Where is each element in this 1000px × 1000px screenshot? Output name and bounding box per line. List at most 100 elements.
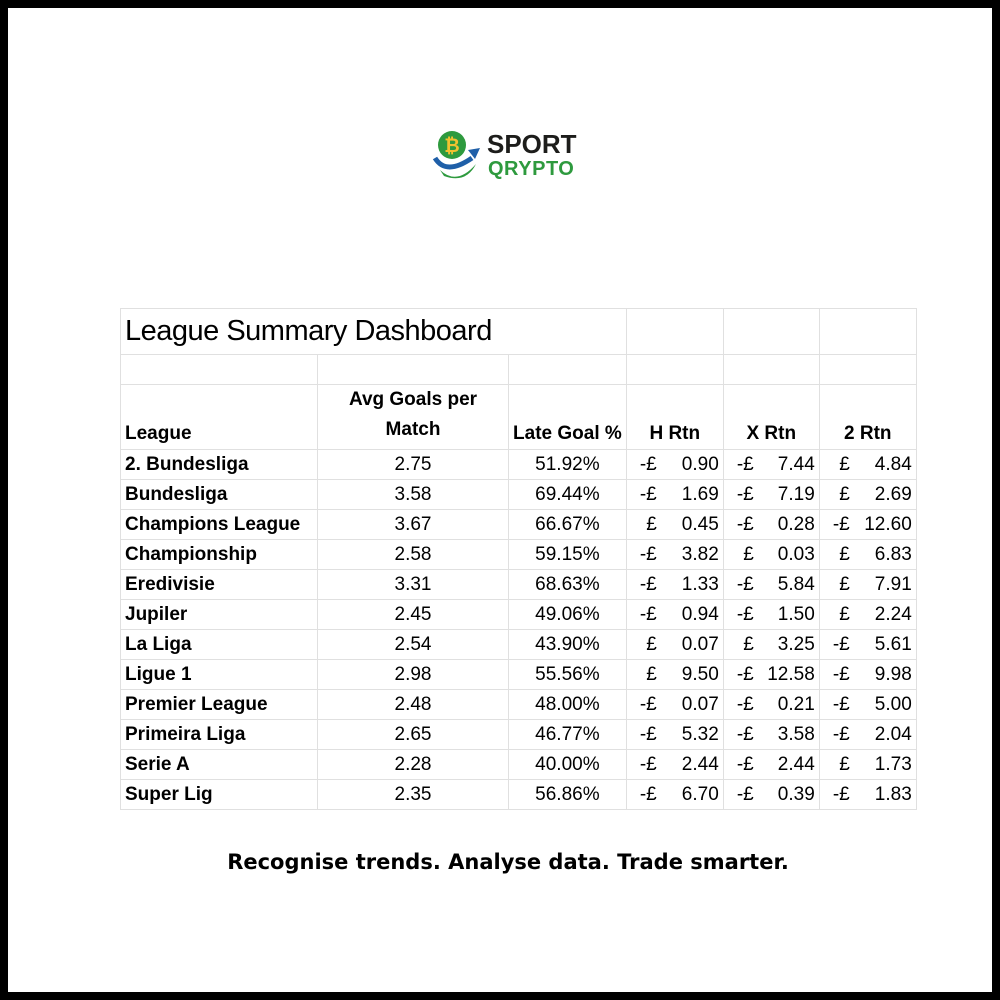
- 2-rtn: -£ 1.83: [818, 779, 917, 810]
- amount: 7.91: [874, 573, 912, 595]
- table-row: 2. Bundesliga 2.75 51.92% -£ 0.90 -£ 7.44 £4.84: [120, 449, 917, 480]
- currency-sign: -£: [832, 693, 850, 715]
- league-name: Bundesliga: [120, 479, 318, 510]
- late-goal-pct: 55.56%: [508, 659, 627, 690]
- x-rtn: -£ 0.39: [722, 779, 820, 810]
- currency-sign: £: [646, 513, 657, 535]
- currency-sign: -£: [639, 543, 657, 565]
- currency-sign: -£: [639, 783, 657, 805]
- currency-sign: £: [839, 573, 850, 595]
- h-rtn: -£ 6.70: [625, 779, 724, 810]
- avg-goals: 3.67: [317, 509, 509, 540]
- avg-goals: 2.54: [317, 629, 509, 660]
- sportqrypto-logo: ₿ SPORT QRYPTO: [432, 128, 592, 184]
- header-league: League: [120, 384, 318, 450]
- amount: 1.33: [681, 573, 719, 595]
- late-goal-pct: 51.92%: [508, 449, 627, 480]
- 2-rtn: -£ 5.00: [818, 689, 917, 720]
- currency-sign: -£: [832, 783, 850, 805]
- league-name: La Liga: [120, 629, 318, 660]
- amount: 12.58: [767, 663, 815, 685]
- league-name: Jupiler: [120, 599, 318, 630]
- header-row: League Avg Goals per Match Late Goal % H…: [120, 384, 917, 450]
- amount: 5.61: [874, 633, 912, 655]
- amount: 2.24: [874, 603, 912, 625]
- currency-sign: -£: [639, 453, 657, 475]
- empty-cell: [722, 308, 820, 355]
- h-rtn: -£ 2.44: [625, 749, 724, 780]
- logo-text-sport: SPORT: [487, 129, 577, 159]
- amount: 1.83: [874, 783, 912, 805]
- currency-sign: £: [743, 633, 754, 655]
- h-rtn: -£ 0.94: [625, 599, 724, 630]
- currency-sign: -£: [736, 603, 754, 625]
- 2-rtn: £6.83: [818, 539, 917, 570]
- h-rtn: -£ 0.07: [625, 689, 724, 720]
- late-goal-pct: 48.00%: [508, 689, 627, 720]
- currency-sign: -£: [639, 573, 657, 595]
- tagline: Recognise trends. Analyse data. Trade sm…: [227, 850, 789, 874]
- amount: 2.04: [874, 723, 912, 745]
- amount: 9.98: [874, 663, 912, 685]
- table-row: Serie A 2.28 40.00% -£ 2.44 -£ 2.44 £1.73: [120, 749, 917, 780]
- currency-sign: -£: [832, 723, 850, 745]
- league-name: Championship: [120, 539, 318, 570]
- empty-cell: [317, 354, 509, 385]
- x-rtn: -£ 5.84: [722, 569, 820, 600]
- empty-cell: [818, 308, 917, 355]
- 2-rtn: £2.24: [818, 599, 917, 630]
- header-avg-goals-line1: Avg Goals per: [348, 389, 478, 410]
- amount: 9.50: [681, 663, 719, 685]
- h-rtn: -£ 5.32: [625, 719, 724, 750]
- x-rtn: -£ 1.50: [722, 599, 820, 630]
- 2-rtn: £7.91: [818, 569, 917, 600]
- table-row: Champions League 3.67 66.67% £0.45 -£ 0.28 -£ 1…: [120, 509, 917, 540]
- 2-rtn: -£ 9.98: [818, 659, 917, 690]
- late-goal-pct: 43.90%: [508, 629, 627, 660]
- amount: 6.83: [874, 543, 912, 565]
- x-rtn: -£ 0.21: [722, 689, 820, 720]
- amount: 0.21: [777, 693, 815, 715]
- table-row: Eredivisie 3.31 68.63% -£ 1.33 -£ 5.84 £7.91: [120, 569, 917, 600]
- table-row: Super Lig 2.35 56.86% -£ 6.70 -£ 0.39 -£ 1.83: [120, 779, 917, 810]
- currency-sign: -£: [736, 513, 754, 535]
- logo-text-qrypto: QRYPTO: [488, 158, 575, 180]
- x-rtn: -£ 0.28: [722, 509, 820, 540]
- currency-sign: -£: [639, 723, 657, 745]
- empty-cell: [722, 354, 820, 385]
- x-rtn: -£ 7.44: [722, 449, 820, 480]
- x-rtn: -£ 7.19: [722, 479, 820, 510]
- empty-cell: [625, 308, 724, 355]
- currency-sign: -£: [736, 783, 754, 805]
- amount: 0.45: [681, 513, 719, 535]
- h-rtn: -£ 1.33: [625, 569, 724, 600]
- header-late-goal-text: Late Goal %: [513, 423, 622, 444]
- amount: 7.19: [777, 483, 815, 505]
- table-row: Bundesliga 3.58 69.44% -£ 1.69 -£ 7.19 £2.69: [120, 479, 917, 510]
- amount: 4.84: [874, 453, 912, 475]
- avg-goals: 3.58: [317, 479, 509, 510]
- dashboard-title: League Summary Dashboard: [120, 308, 627, 355]
- avg-goals: 2.35: [317, 779, 509, 810]
- amount: 0.07: [681, 633, 719, 655]
- amount: 0.94: [681, 603, 719, 625]
- currency-sign: -£: [736, 723, 754, 745]
- amount: 0.39: [777, 783, 815, 805]
- amount: 7.44: [777, 453, 815, 475]
- currency-sign: -£: [639, 693, 657, 715]
- amount: 5.32: [681, 723, 719, 745]
- header-x-rtn: X Rtn: [722, 384, 820, 450]
- league-name: Ligue 1: [120, 659, 318, 690]
- currency-sign: £: [839, 483, 850, 505]
- amount: 6.70: [681, 783, 719, 805]
- avg-goals: 2.75: [317, 449, 509, 480]
- currency-sign: -£: [736, 453, 754, 475]
- currency-sign: £: [839, 603, 850, 625]
- late-goal-pct: 59.15%: [508, 539, 627, 570]
- currency-sign: £: [646, 663, 657, 685]
- h-rtn: £0.07: [625, 629, 724, 660]
- avg-goals: 2.48: [317, 689, 509, 720]
- league-name: Eredivisie: [120, 569, 318, 600]
- amount: 0.07: [681, 693, 719, 715]
- amount: 1.50: [777, 603, 815, 625]
